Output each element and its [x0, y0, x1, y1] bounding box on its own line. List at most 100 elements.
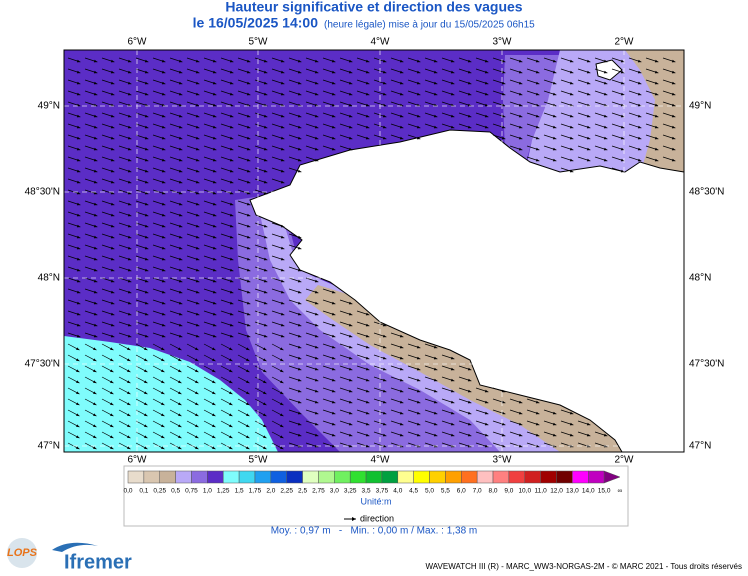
- wave-arrow-head: [280, 268, 285, 272]
- wave-arrow-head: [75, 391, 80, 395]
- wave-arrow-head: [93, 246, 98, 250]
- colorbar-label: 0,1: [139, 488, 148, 495]
- wave-arrow-head: [161, 213, 166, 217]
- wave-arrow-head: [110, 70, 115, 74]
- wave-arrow-head: [314, 400, 319, 404]
- wave-arrow-head: [280, 334, 285, 338]
- wave-arrow-head: [144, 334, 149, 338]
- lops-logo: [7, 538, 37, 568]
- wave-arrow-head: [262, 347, 267, 351]
- wave-arrow-head: [75, 424, 80, 428]
- wave-arrow-head: [246, 279, 251, 283]
- wave-arrow-head: [246, 224, 251, 228]
- wave-arrow-head: [212, 312, 217, 316]
- land: [249, 129, 684, 452]
- wave-arrow-head: [194, 391, 199, 395]
- colorbar-label: 2,25: [280, 488, 293, 495]
- wave-arrow-head: [314, 158, 319, 162]
- colorbar-swatch: [556, 470, 573, 484]
- wave-arrow-head: [212, 59, 217, 63]
- wave-arrow-head: [246, 70, 251, 74]
- wave-arrow-head: [212, 202, 217, 206]
- wave-arrow-head: [501, 422, 506, 426]
- wave-arrow-head: [484, 400, 489, 404]
- wave-arrow-head: [331, 70, 336, 74]
- wave-arrow-head: [314, 389, 319, 393]
- wave-arrow-head: [382, 125, 387, 129]
- wave-arrow-head: [126, 369, 131, 373]
- wave-arrow-head: [160, 391, 165, 395]
- wave-arrow-head: [450, 356, 455, 360]
- wave-arrow-head: [280, 180, 285, 184]
- wave-arrow-head: [195, 279, 200, 283]
- wave-arrow-head: [161, 180, 166, 184]
- wave-arrow-head: [518, 125, 523, 129]
- wave-arrow-head: [348, 92, 353, 96]
- wave-arrow-head: [229, 301, 234, 305]
- wave-arrow-head: [127, 268, 132, 272]
- wave-arrow-head: [195, 290, 200, 294]
- wave-arrow-head: [212, 257, 217, 261]
- wave-arrow-head: [365, 334, 370, 338]
- wave-arrow-head: [93, 114, 98, 118]
- wave-arrow-head: [569, 147, 574, 151]
- wave-arrow-head: [127, 169, 132, 173]
- wave-arrow-head: [552, 433, 557, 437]
- wave-arrow-head: [297, 378, 302, 382]
- wave-arrow-head: [654, 114, 659, 118]
- wave-arrow-head: [518, 92, 523, 96]
- wave-arrow-head: [331, 356, 336, 360]
- wave-arrow-head: [399, 136, 404, 140]
- wave-arrow-head: [552, 147, 557, 151]
- wave-arrow-head: [399, 81, 404, 85]
- wave-arrow-head: [416, 411, 421, 415]
- wave-arrow-head: [603, 70, 608, 74]
- colorbar-swatch: [143, 470, 160, 484]
- wave-arrow-head: [586, 59, 591, 63]
- wave-arrow-head: [109, 435, 114, 439]
- wave-arrow-head: [484, 433, 489, 437]
- wave-arrow-head: [331, 367, 336, 371]
- wave-arrow-head: [348, 125, 353, 129]
- wave-arrow-head: [399, 125, 404, 129]
- wave-arrow-head: [195, 125, 200, 129]
- wave-arrow-head: [297, 92, 302, 96]
- wave-arrow-head: [177, 358, 182, 362]
- wave-arrow-head: [297, 279, 302, 283]
- wave-arrow-head: [365, 59, 370, 63]
- wave-arrow-head: [143, 402, 148, 406]
- wave-arrow-head: [109, 358, 114, 362]
- wave-arrow-head: [331, 301, 336, 305]
- wave-arrow-head: [229, 290, 234, 294]
- wave-arrow-head: [127, 81, 132, 85]
- wave-arrow-head: [280, 147, 285, 151]
- wave-arrow-head: [382, 114, 387, 118]
- wave-arrow-head: [211, 402, 216, 406]
- wave-arrow-head: [161, 147, 166, 151]
- wave-arrow-head: [127, 257, 132, 261]
- wave-arrow-head: [160, 347, 165, 351]
- wave-arrow-head: [161, 224, 166, 228]
- map: [64, 50, 684, 452]
- wave-arrow-head: [246, 268, 251, 272]
- wave-arrow-head: [178, 257, 183, 261]
- wave-arrow-head: [76, 279, 81, 283]
- wave-arrow-head: [195, 213, 200, 217]
- wave-arrow-head: [144, 279, 149, 283]
- wave-arrow-head: [552, 114, 557, 118]
- wave-arrow-head: [110, 147, 115, 151]
- wave-arrow-head: [297, 411, 302, 415]
- wave-arrow-head: [314, 279, 319, 283]
- colorbar-label: 15,0: [598, 488, 611, 495]
- wave-arrow-head: [245, 413, 250, 417]
- wave-arrow-head: [262, 435, 267, 439]
- wave-arrow-head: [212, 323, 217, 327]
- wave-arrow-head: [127, 235, 132, 239]
- date: le 16/05/2025 14:00: [193, 15, 319, 31]
- wave-arrow-head: [177, 424, 182, 428]
- wave-arrow-head: [144, 202, 149, 206]
- wave-arrow-head: [246, 114, 251, 118]
- wave-arrow-head: [160, 413, 165, 417]
- wave-arrow-head: [262, 424, 267, 428]
- wave-arrow-head: [177, 380, 182, 384]
